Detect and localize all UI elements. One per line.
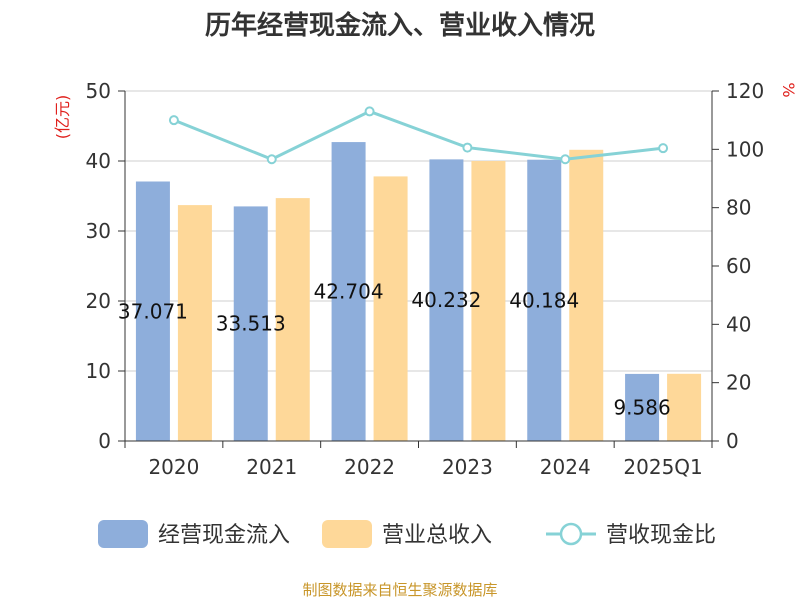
right-tick-label: 80 — [726, 196, 751, 220]
x-tick-label: 2022 — [344, 455, 395, 479]
data-label: 42.704 — [314, 280, 384, 304]
legend-marker — [559, 522, 583, 546]
bar-cash-inflow — [527, 159, 562, 441]
x-tick-label: 2024 — [540, 455, 591, 479]
x-tick-label: 2021 — [246, 455, 297, 479]
ratio-point — [462, 142, 473, 153]
left-axis-unit: (亿元) — [53, 95, 72, 140]
left-tick-label: 20 — [86, 289, 111, 313]
ratio-line — [168, 106, 669, 165]
legend-swatch — [98, 520, 148, 548]
left-tick-label: 40 — [86, 149, 111, 173]
bar-revenue — [275, 198, 310, 441]
x-tick-label: 2020 — [148, 455, 199, 479]
gridlines — [125, 90, 712, 372]
right-tick-label: 20 — [726, 371, 751, 395]
legend-label: 营收现金比 — [606, 523, 716, 548]
data-label: 9.586 — [613, 395, 670, 419]
data-label: 37.071 — [118, 299, 188, 323]
bar-cash-inflow — [135, 181, 170, 442]
bar-revenue — [471, 161, 506, 441]
bar-revenue — [177, 205, 212, 441]
data-label: 40.232 — [411, 288, 481, 312]
right-tick-label: 100 — [726, 137, 764, 161]
x-tick-label: 2025Q1 — [623, 455, 702, 479]
ratio-point — [168, 115, 179, 126]
data-label: 40.184 — [509, 288, 579, 312]
bar-cash-inflow — [625, 373, 660, 441]
left-tick-label: 50 — [86, 79, 111, 103]
bar-cash-inflow — [429, 159, 464, 441]
bar-cash-inflow — [233, 206, 268, 441]
right-tick-label: 60 — [726, 254, 751, 278]
legend-label: 经营现金流入 — [158, 523, 290, 548]
ratio-line-path — [173, 109, 664, 161]
source-note: 制图数据来自恒生聚源数据库 — [302, 581, 497, 599]
bar-revenue — [373, 176, 408, 441]
left-tick-label: 10 — [86, 359, 111, 383]
axes: 0 10 20 30 40 50 0 20 40 60 80 100 120 2020 2021 2022 20… — [86, 79, 765, 479]
x-tick-label: 2023 — [442, 455, 493, 479]
chart-title: 历年经营现金流入、营业收入情况 — [205, 10, 595, 41]
ratio-point — [364, 106, 375, 117]
right-tick-label: 40 — [726, 312, 751, 336]
ratio-point — [658, 143, 669, 154]
data-label: 33.513 — [216, 312, 286, 336]
bar-cash-inflow — [331, 142, 366, 441]
right-tick-label: 120 — [726, 79, 764, 103]
legend-label: 营业总收入 — [382, 523, 492, 548]
bar-revenue — [667, 373, 702, 441]
legend-swatch — [322, 520, 372, 548]
legend: 经营现金流入 营业总收入 营收现金比 — [98, 520, 716, 548]
left-tick-label: 0 — [98, 429, 111, 453]
right-tick-label: 0 — [726, 429, 739, 453]
ratio-point — [266, 154, 277, 165]
left-tick-label: 30 — [86, 219, 111, 243]
bars — [135, 142, 702, 442]
bar-revenue — [569, 149, 604, 442]
ratio-point — [560, 154, 571, 165]
data-labels: 37.071 33.513 42.704 40.232 40.184 9.586 — [118, 280, 671, 420]
right-axis-unit: % — [779, 82, 798, 97]
